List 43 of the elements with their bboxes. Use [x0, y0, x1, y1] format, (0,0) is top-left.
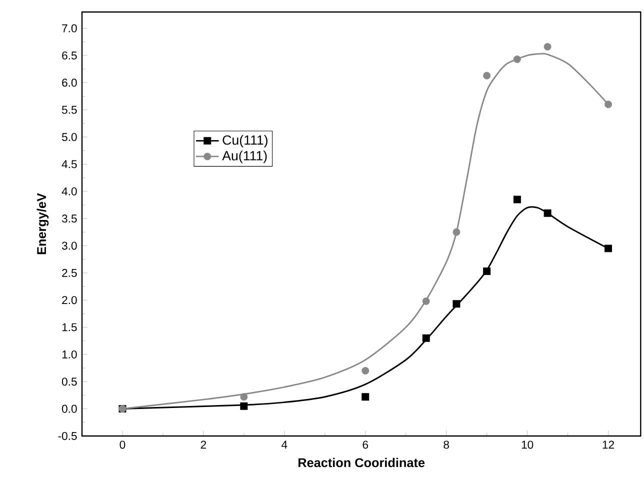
x-tick-label: 10 — [522, 440, 534, 449]
point — [422, 297, 430, 305]
point — [483, 268, 491, 276]
y-tick-label: 1.0 — [62, 350, 77, 358]
y-tick-label: 4.0 — [62, 187, 77, 196]
x-tick-label: 8 — [444, 440, 450, 449]
x-tick-label: 12 — [602, 440, 614, 449]
y-tick-label: 6.5 — [62, 51, 77, 60]
y-tick-label: 5.5 — [62, 106, 77, 114]
point — [513, 196, 521, 204]
x-tick-label: 4 — [282, 440, 288, 448]
x-tick-label: 6 — [362, 440, 368, 449]
point — [240, 393, 248, 401]
y-tick-label: 3.5 — [62, 214, 77, 223]
point — [483, 72, 491, 80]
y-tick-label: 7.0 — [62, 24, 77, 32]
point — [362, 367, 370, 374]
point — [544, 43, 552, 51]
y-tick-label: 1.5 — [62, 323, 77, 332]
point — [362, 393, 370, 401]
legend-label: Au(111) — [222, 150, 267, 164]
point — [240, 402, 248, 410]
y-tick-label: 0.5 — [62, 378, 77, 386]
point — [604, 244, 612, 252]
y-tick-label: 3.0 — [62, 242, 77, 250]
legend-label: Cu(111) — [222, 134, 268, 148]
point — [544, 209, 552, 217]
y-tick-label: 6.0 — [62, 78, 77, 87]
point — [604, 100, 612, 108]
y-tick-label: 5.0 — [62, 133, 77, 142]
y-tick-label: 2.5 — [62, 268, 77, 277]
point — [513, 56, 521, 64]
x-axis-title: Reaction Cooridinate — [298, 458, 425, 468]
point — [452, 300, 460, 308]
point — [452, 228, 460, 236]
y-tick-label: 4.5 — [62, 160, 77, 168]
x-tick-label: 0 — [120, 440, 126, 449]
y-tick-label: 2.0 — [62, 296, 77, 304]
y-tick-label: -0.5 — [58, 432, 77, 440]
y-tick-label: 0.0 — [62, 404, 77, 413]
y-axis-title: Energy/eV — [36, 193, 49, 254]
x-tick-label: 2 — [200, 440, 206, 449]
point — [422, 334, 430, 342]
